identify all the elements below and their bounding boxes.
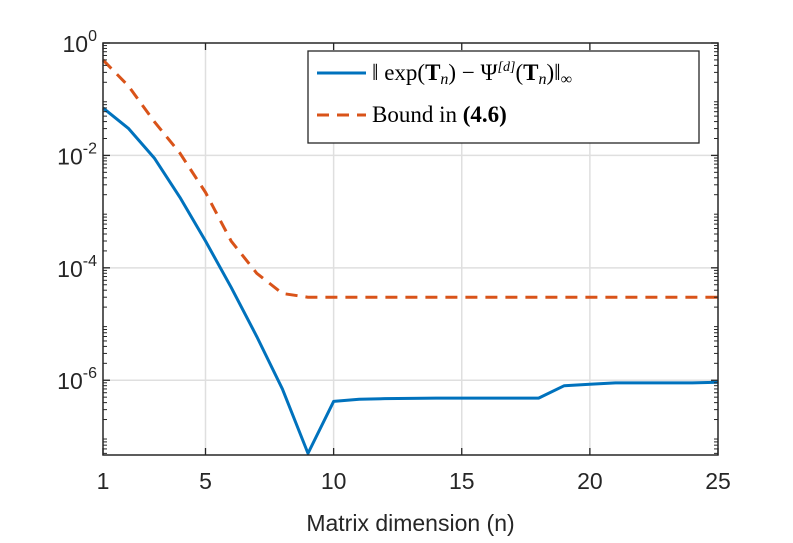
y-tick-label: 100	[63, 28, 98, 57]
x-tick-label: 1	[97, 468, 110, 494]
y-tick-label: 10-4	[57, 253, 97, 282]
legend-label-part: )‖	[546, 60, 560, 85]
x-tick-label: 25	[705, 468, 731, 494]
legend-label-part: (	[515, 60, 523, 85]
legend-label-part: ∞	[561, 71, 572, 88]
error-norm-line	[102, 106, 719, 455]
y-tick-label-base: 10	[57, 368, 83, 394]
y-tick-label-exponent: -6	[83, 365, 97, 382]
y-tick-label-base: 10	[63, 31, 89, 57]
y-tick-label-exponent: -2	[83, 140, 97, 157]
grid-lines	[103, 43, 718, 455]
legend-label-part: n	[440, 71, 448, 88]
y-tick-label-exponent: 0	[88, 28, 97, 45]
x-tick-label: 15	[449, 468, 475, 494]
legend-label-part: T	[425, 60, 440, 85]
legend: ‖ exp(Tn) − Ψ[d](Tn)‖∞Bound in (4.6)	[307, 50, 700, 144]
axes-box	[102, 42, 719, 456]
y-tick-label-base: 10	[57, 256, 83, 282]
x-tick-label: 5	[199, 468, 212, 494]
legend-label: Bound in (4.6)	[372, 102, 507, 127]
legend-label-part: Bound in	[372, 102, 463, 127]
x-tick-label: 10	[321, 468, 347, 494]
legend-label-part: n	[538, 71, 546, 88]
legend-label-part: T	[523, 60, 538, 85]
x-tick-label: 20	[577, 468, 603, 494]
axis-ticks	[102, 42, 719, 455]
legend-label-part: ) − Ψ	[448, 60, 497, 85]
bound-line	[101, 58, 718, 299]
y-tick-label: 10-2	[57, 140, 97, 169]
plot-series	[101, 58, 719, 455]
legend-label-part: (4.6)	[463, 102, 507, 127]
x-axis-title: Matrix dimension (n)	[306, 510, 514, 536]
legend-label-part: ‖ exp(	[372, 60, 425, 85]
legend-label-part: [d]	[498, 60, 516, 75]
y-tick-label-base: 10	[57, 143, 83, 169]
legend-box	[307, 50, 700, 144]
y-tick-label: 10-6	[57, 365, 97, 394]
y-tick-label-exponent: -4	[83, 253, 97, 270]
legend-label: ‖ exp(Tn) − Ψ[d](Tn)‖∞	[372, 60, 572, 88]
